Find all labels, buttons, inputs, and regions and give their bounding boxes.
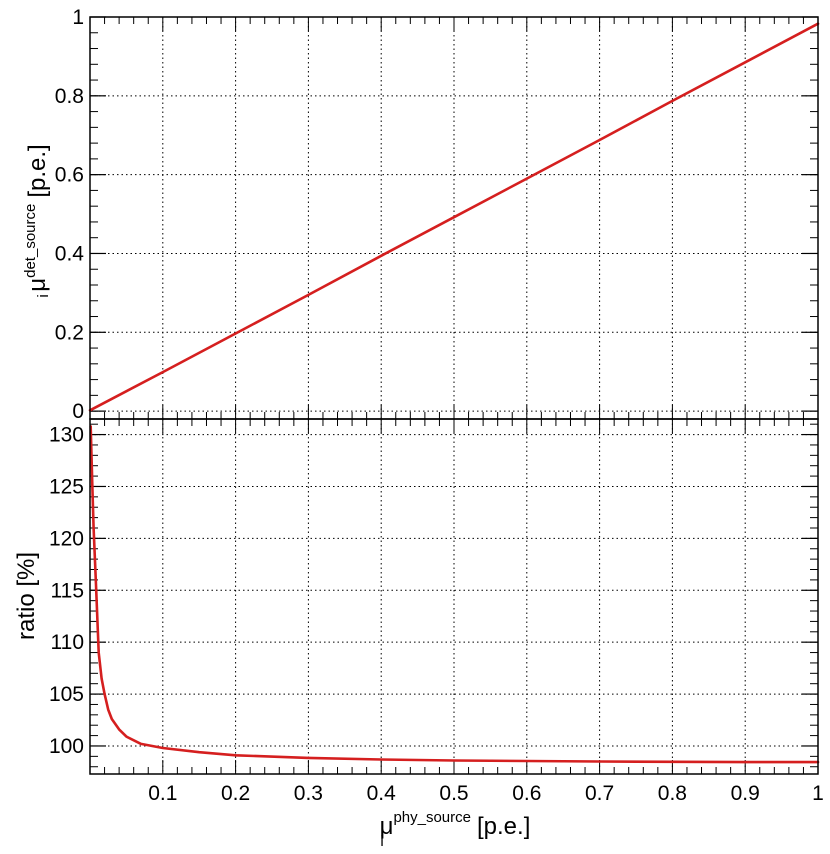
top-y-axis-title: μdet_source [p.e.]	[22, 144, 51, 291]
top-y-tick-label: 0	[72, 400, 84, 423]
bottom-y-tick-label: 130	[49, 424, 84, 447]
bottom-y-tick-label: 110	[51, 631, 84, 654]
top-y-tick-label: 1	[72, 6, 84, 29]
bottom-panel: 100 105 110 115 120 125 130 0.1 0.2 0.3 0.4 0.5 0.6 0…	[13, 418, 824, 850]
bottom-x-axis-title: μphy_source [p.e.]	[380, 809, 531, 840]
bottom-x-tick-label: 0.4	[367, 782, 397, 805]
top-series	[88, 22, 820, 412]
top-y-axis-symbol: μ	[24, 278, 51, 292]
top-tick-labels: 0 0.2 0.4 0.6 0.8 1	[55, 6, 85, 423]
bottom-grid	[90, 419, 818, 774]
bottom-tick-labels: 100 105 110 115 120 125 130 0.1 0.2 0.3 0.4 0.5 0.6 0…	[49, 424, 824, 805]
bottom-y-tick-label: 100	[49, 735, 84, 758]
bottom-x-axis-subscript: i	[380, 833, 383, 850]
top-y-tick-label: 0.4	[55, 242, 85, 265]
bottom-x-tick-label: 1	[812, 782, 824, 805]
bottom-x-axis-unit: [p.e.]	[477, 813, 530, 840]
bottom-y-tick-label: 125	[49, 475, 84, 498]
top-y-axis-superscript: det_source	[22, 204, 39, 278]
bottom-y-tick-label: 105	[49, 683, 84, 706]
bottom-x-tick-label: 0.2	[221, 782, 250, 805]
top-y-axis-subscript: i	[35, 294, 52, 297]
bottom-x-tick-label: 0.9	[731, 782, 760, 805]
top-y-axis-unit: [p.e.]	[24, 144, 51, 197]
bottom-plot-frame	[89, 418, 819, 775]
top-series-line	[88, 22, 820, 412]
top-y-tick-label: 0.6	[55, 164, 84, 187]
bottom-x-tick-label: 0.3	[294, 782, 323, 805]
bottom-y-axis-title: ratio [%]	[13, 552, 40, 640]
bottom-series	[89, 424, 820, 764]
bottom-x-tick-label: 0.8	[658, 782, 687, 805]
bottom-x-tick-label: 0.5	[439, 782, 468, 805]
bottom-y-tick-label: 115	[51, 579, 84, 602]
bottom-y-tick-label: 120	[49, 527, 84, 550]
bottom-x-axis-symbol: μ	[380, 813, 394, 840]
bottom-series-line	[89, 424, 820, 764]
bottom-x-tick-label: 0.1	[148, 782, 177, 805]
top-y-tick-label: 0.2	[55, 321, 84, 344]
bottom-x-axis-superscript: phy_source	[393, 809, 471, 826]
bottom-x-tick-label: 0.6	[512, 782, 541, 805]
top-y-tick-label: 0.8	[55, 85, 84, 108]
bottom-x-tick-label: 0.7	[585, 782, 614, 805]
